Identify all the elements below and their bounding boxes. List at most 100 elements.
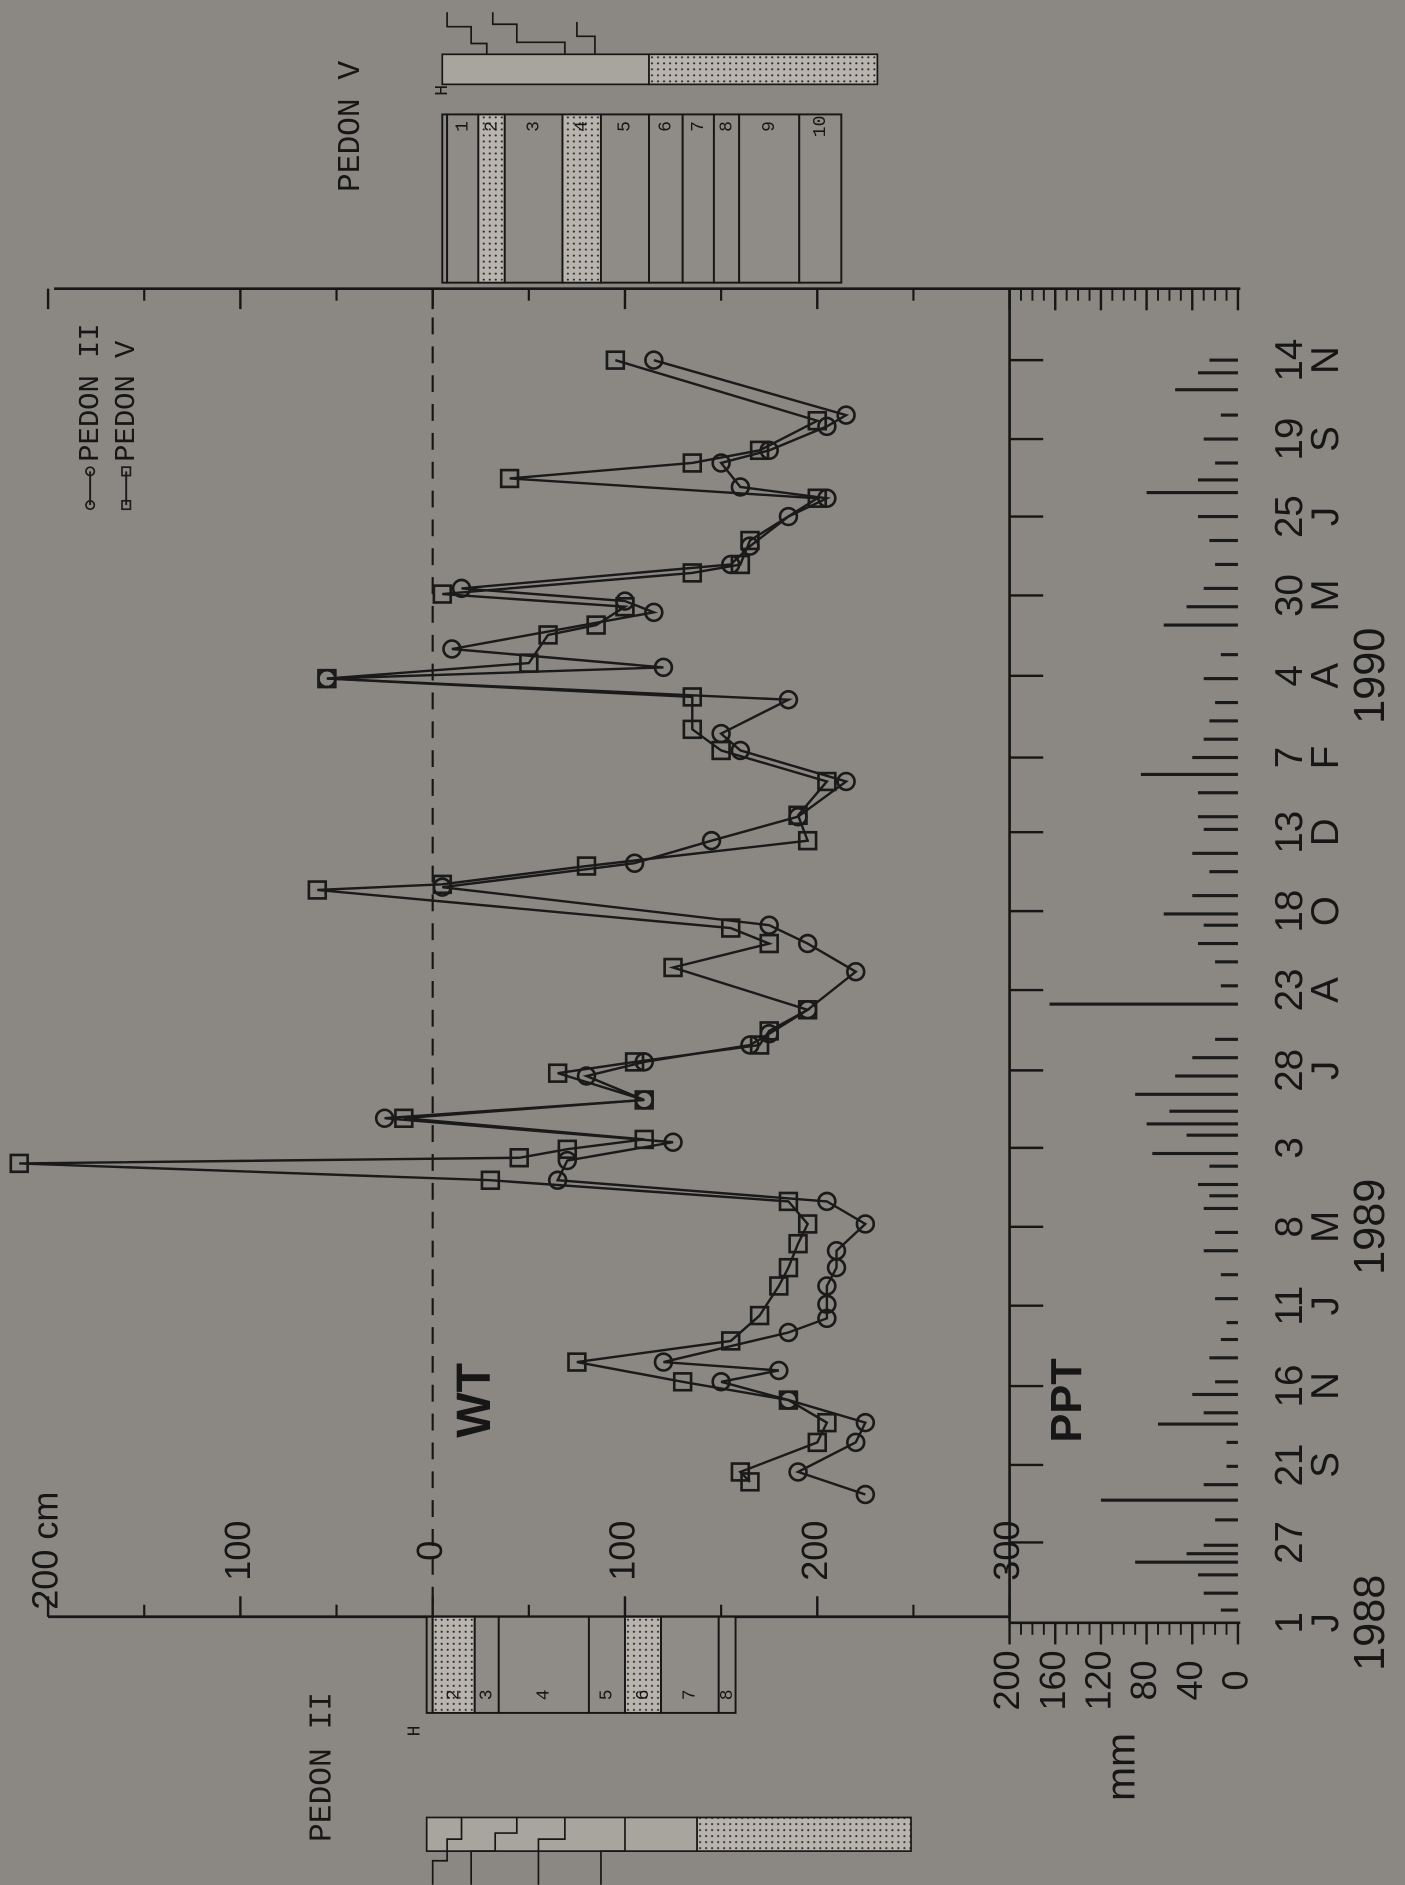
legend-symbol [85,499,96,511]
horizon [477,113,506,284]
month-label: N [1304,346,1347,374]
precip-bar [1203,437,1238,441]
precip-bar [1203,923,1238,927]
horizon-label: 7 [689,121,709,132]
point-marker [451,578,472,599]
precip-bar [1226,1464,1238,1468]
precip-bar [1197,791,1238,795]
horizon-label: 7 [681,1689,701,1700]
legend-label: PEDON V [110,340,143,462]
precip-bar [1220,1337,1238,1342]
horizon [431,1615,476,1714]
point-marker [624,1052,645,1072]
time-tick-label: 13 [1268,811,1311,854]
precip-bar [1197,371,1238,375]
month-label: A [1304,977,1347,1003]
precip-bar [1220,1608,1238,1612]
point-marker [778,1191,799,1212]
point-marker [769,1276,789,1296]
horizon [648,113,684,284]
time-tick-label: 4 [1268,665,1311,686]
precip-bar [1215,461,1238,465]
ppt-label: PPT [1043,1358,1091,1442]
point-marker [817,1276,837,1296]
horizon-label: 10 [811,116,831,138]
precip-bar [1169,1109,1238,1113]
point-marker [817,771,837,792]
horizon-label: 5 [598,1689,618,1700]
texture-bar [696,1816,912,1852]
precip-bar [1197,1573,1238,1577]
month-label: M [1304,1211,1347,1243]
precip-bar [1152,1151,1238,1156]
point-marker [836,405,856,425]
month-label: O [1304,896,1347,926]
precip-bar [1175,388,1238,392]
precip-bar [1192,755,1238,760]
point-marker [730,554,751,575]
horizon [660,1615,720,1714]
horizon-label: 4 [572,121,592,132]
point-marker [846,1432,866,1453]
horizon [738,113,801,284]
precip-bar [1203,1249,1238,1253]
precip-bar [1203,1591,1238,1595]
point-marker [605,350,626,370]
precip-bar [1203,586,1238,590]
precip-bar [1215,1380,1238,1384]
precip-bar [1220,1273,1238,1277]
point-marker [730,740,751,761]
point-marker [749,440,770,461]
point-marker [778,1390,799,1410]
month-label: D [1304,818,1347,846]
point-marker [480,1170,501,1191]
precip-bar [1192,851,1238,855]
precip-bar [1203,677,1238,681]
point-marker [557,1150,578,1171]
horizon-label: 1 [453,121,473,132]
precip-bar [1220,413,1238,417]
point-marker [749,1305,770,1326]
wt-label: WT [447,1363,501,1438]
texture-steps [431,1817,626,1885]
point-marker [778,506,799,527]
point-marker [624,853,645,873]
horizon-label: 4 [535,1689,555,1700]
point-marker [797,1000,818,1020]
precip-bar [1146,491,1238,495]
time-tick-label: 7 [1268,747,1311,768]
precip-bar [1215,701,1238,705]
texture-bar [648,53,879,86]
point-marker [730,1462,751,1482]
horizon [599,113,650,284]
legend-symbol [121,466,132,477]
precip-bar [1220,984,1238,988]
point-marker [778,1322,799,1343]
horizon-label: 3 [524,121,544,132]
point-marker [711,740,731,761]
precip-bar [1203,1206,1238,1211]
point-marker [653,1352,674,1372]
horizon-label: 8 [717,121,737,132]
horizon-label: 5 [616,121,636,132]
time-tick-label: 28 [1268,1049,1311,1092]
horizon [717,1615,737,1714]
year-label: 1989 [1346,1179,1394,1275]
precip-bar [1215,960,1238,964]
year-label: 1988 [1346,1575,1394,1671]
point-marker [394,1108,414,1129]
horizon-label: 6 [634,1689,654,1700]
point-marker [9,1153,29,1174]
horizon [503,113,564,284]
depth-tick-label: 300 [986,1521,1027,1581]
time-tick-label: 11 [1268,1286,1311,1326]
precip-bar [1209,1356,1238,1360]
precip-bar [1192,1056,1238,1060]
precip-bar [1197,514,1238,519]
point-marker [682,719,703,740]
precip-bar [1209,358,1238,362]
precip-tick-label: 40 [1169,1660,1210,1700]
point-marker [682,563,703,583]
precip-bar [1135,1560,1238,1564]
point-marker [711,1372,731,1392]
